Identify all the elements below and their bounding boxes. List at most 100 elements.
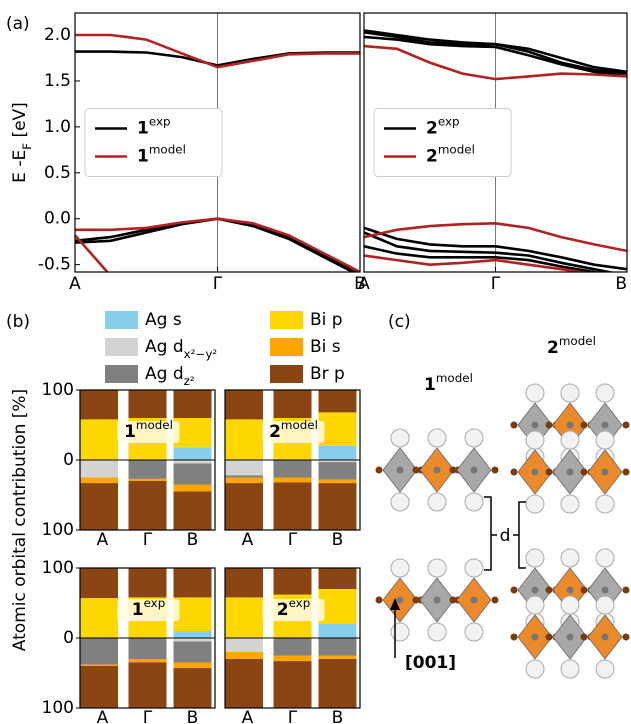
chart-label-part: 2 [269, 422, 281, 442]
bar-segment [80, 478, 118, 484]
y-tick-label: 0 [63, 628, 74, 648]
bar-segment [80, 598, 118, 638]
distance-label: d [500, 526, 511, 546]
x-tick-label: B [187, 708, 199, 724]
y-tick-label: 1.0 [44, 117, 71, 137]
bar-segment [174, 668, 212, 708]
legend-swatch [105, 338, 138, 356]
br-dot [492, 467, 499, 474]
bar-segment [174, 631, 212, 638]
x-tick-label: A [242, 708, 254, 724]
metal-atom [532, 587, 539, 594]
br-dot [546, 469, 553, 476]
br-atom [526, 660, 544, 678]
y-tick-label: 0.0 [44, 209, 71, 229]
br-dot [450, 597, 457, 604]
bar-segment [174, 492, 212, 531]
legend-label-part: 2 [426, 147, 438, 167]
legend-label-part: Bi s [310, 337, 341, 357]
br-dot [492, 597, 499, 604]
bar-segment [319, 568, 357, 589]
bar-segment [129, 638, 167, 659]
bar-segment [174, 464, 212, 485]
bar-segment [129, 568, 167, 597]
bar-segment [129, 659, 167, 663]
br-atom [596, 495, 614, 513]
legend-label: Bi p [310, 310, 343, 330]
br-atom [465, 623, 483, 641]
legend-label-part: 2 [426, 119, 438, 139]
br-dot [546, 587, 553, 594]
y-tick-label: 2.0 [44, 25, 71, 45]
br-dot [413, 597, 420, 604]
bar-segment [274, 482, 312, 530]
legend-label: Ag dz² [145, 364, 195, 388]
bar-segment [274, 460, 312, 478]
bar-segment [80, 390, 118, 419]
bar-segment [319, 462, 357, 480]
y-tick-label: 100 [42, 380, 74, 400]
br-atom [596, 549, 614, 567]
bar-segment [225, 460, 263, 475]
bar-segment [319, 638, 357, 656]
metal-atom [602, 587, 609, 594]
y-tick-label: 0 [63, 450, 74, 470]
x-tick-label: A [69, 274, 81, 294]
bar-segment [129, 460, 167, 479]
br-dot [623, 422, 630, 429]
br-atom [526, 495, 544, 513]
legend-label: Bi s [310, 337, 341, 357]
metal-atom [567, 469, 574, 476]
bar-segment [319, 480, 357, 484]
bar-segment [225, 568, 263, 597]
legend-label-part: Ag d [145, 337, 184, 357]
bar-segment [174, 460, 212, 464]
bracket [513, 502, 526, 568]
axis-label: [001] [405, 653, 456, 673]
chart-label-part: 1 [132, 600, 144, 620]
br-atom [391, 623, 409, 641]
br-dot [581, 469, 588, 476]
legend-label-part: Bi p [310, 310, 343, 330]
legend-label-part: Br p [310, 364, 345, 384]
bar-segment [225, 652, 263, 659]
legend-label-part: model [438, 142, 475, 156]
legend-label: Ag s [145, 310, 182, 330]
legend-swatch [270, 365, 303, 383]
legend-label: Ag dx²−y² [145, 337, 217, 361]
bar-segment [319, 390, 357, 412]
chart-label-part: 1 [124, 422, 136, 442]
metal-atom [567, 634, 574, 641]
br-dot [546, 634, 553, 641]
br-atom [526, 549, 544, 567]
x-tick-label: A [97, 530, 109, 550]
bracket [484, 497, 497, 570]
bar-segment [80, 419, 118, 460]
bar-segment [225, 390, 263, 419]
bar-segment [225, 419, 263, 460]
br-atom [428, 493, 446, 511]
legend-label-part: exp [438, 114, 460, 128]
bar-segment [129, 663, 167, 709]
br-atom [561, 384, 579, 402]
br-dot [623, 634, 630, 641]
bar-segment [319, 446, 357, 460]
bar-segment [274, 390, 312, 418]
legend-swatch [105, 311, 138, 329]
metal-atom [471, 467, 478, 474]
br-atom [526, 431, 544, 449]
bar-segment [129, 481, 167, 530]
panel-label: (a) [6, 14, 30, 34]
br-atom [391, 559, 409, 577]
metal-atom [567, 587, 574, 594]
metal-atom [434, 597, 441, 604]
y-axis-label: Atomic orbital contribution [%] [10, 389, 30, 651]
br-atom [391, 493, 409, 511]
y-tick-label: 100 [42, 558, 74, 578]
x-tick-label: B [187, 530, 199, 550]
legend-label-part: model [149, 142, 186, 156]
structure-label-part: model [436, 371, 473, 385]
bar-segment [274, 568, 312, 595]
bar-segment [129, 390, 167, 418]
legend-label-part: exp [149, 114, 171, 128]
